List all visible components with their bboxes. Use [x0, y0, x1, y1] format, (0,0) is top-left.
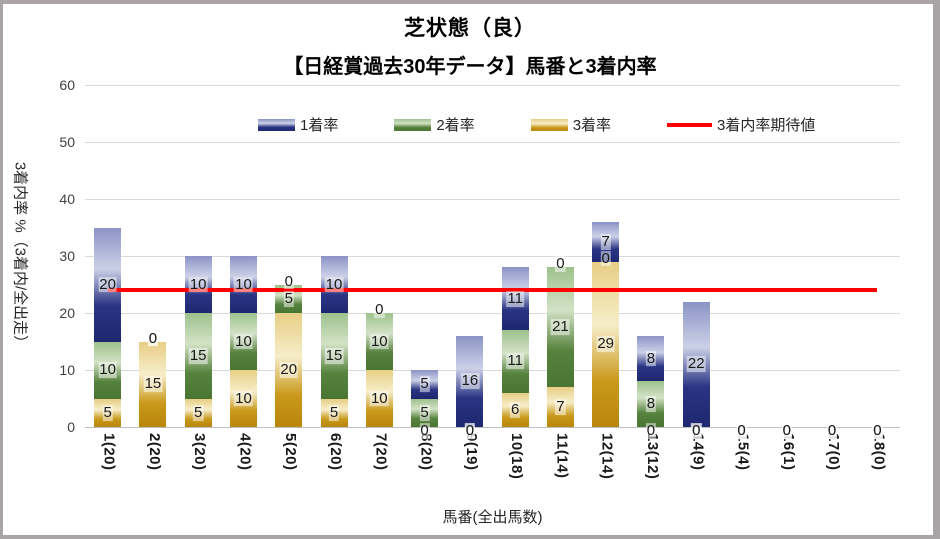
- x-tick-label: 7(20): [372, 433, 390, 471]
- window-border-right: [933, 0, 940, 539]
- data-label: 0: [872, 422, 883, 440]
- x-tick-label: 5(20): [281, 433, 299, 471]
- legend-label: 3着率: [572, 117, 612, 134]
- legend-item: 1着率: [258, 114, 338, 135]
- data-label: 0: [781, 422, 792, 440]
- data-label: 11: [506, 289, 524, 307]
- legend-label: 2着率: [436, 117, 475, 134]
- legend-item-line: 3着内率期待値: [667, 114, 815, 135]
- x-tick-label: 2(20): [145, 433, 163, 471]
- x-tick-label: 10(18): [508, 433, 526, 480]
- data-label: 0: [419, 422, 430, 440]
- y-tick-label: 60: [59, 77, 75, 93]
- x-tick-label: 3(20): [191, 433, 209, 471]
- x-tick-label: 14(9): [689, 433, 707, 471]
- x-tick-label: 17(0): [825, 433, 843, 471]
- data-label: 0: [736, 422, 747, 440]
- data-label: 16: [460, 372, 480, 390]
- data-label: 0: [826, 422, 838, 440]
- window-border-top: [0, 0, 940, 4]
- data-label: 5: [283, 289, 294, 307]
- gridline: [85, 313, 900, 314]
- data-label: 0: [555, 255, 566, 273]
- data-label: 0: [464, 422, 476, 440]
- data-label: 5: [193, 403, 204, 421]
- x-tick-label: 13(12): [643, 433, 661, 480]
- data-label: 15: [188, 346, 208, 364]
- x-tick-label: 4(20): [236, 433, 254, 471]
- data-label: 0: [600, 249, 611, 267]
- data-label: 8: [645, 349, 657, 367]
- y-tick-label: 20: [59, 305, 75, 321]
- data-label: 10: [98, 361, 117, 379]
- legend-swatch-3: [530, 118, 568, 131]
- y-axis-title-text: 3着内率 %（3着内/全出走）: [11, 161, 29, 351]
- y-tick-label: 40: [59, 191, 75, 207]
- data-label: 6: [509, 401, 521, 419]
- data-label: 5: [102, 403, 113, 421]
- gridline: [85, 370, 900, 371]
- data-label: 0: [691, 422, 702, 440]
- x-tick-label: 16(1): [779, 433, 797, 471]
- data-label: 11: [506, 352, 524, 370]
- data-label: 5: [419, 403, 430, 421]
- y-tick-label: 0: [67, 419, 75, 435]
- data-label: 10: [234, 389, 253, 407]
- legend-swatch-1: [258, 118, 295, 131]
- x-tick-label: 1(20): [100, 433, 118, 471]
- data-label: 5: [328, 403, 340, 421]
- data-label: 22: [686, 355, 706, 373]
- chart-title: 芝状態（良）: [404, 17, 536, 40]
- data-label: 15: [324, 346, 344, 364]
- y-tick-label: 50: [59, 134, 75, 150]
- window-border-bottom: [0, 535, 940, 539]
- x-tick-label: 12(14): [598, 433, 616, 480]
- window-border-left: [0, 0, 3, 539]
- expectation-line: [107, 288, 878, 293]
- legend-swatch-2: [394, 118, 432, 131]
- data-label: 15: [143, 375, 163, 393]
- data-label: 29: [596, 335, 616, 353]
- data-label: 7: [555, 398, 566, 416]
- y-tick-label: 30: [59, 248, 75, 264]
- data-label: 20: [279, 361, 299, 379]
- legend-label: 1着率: [300, 117, 339, 134]
- x-tick-label: 11(14): [553, 433, 571, 479]
- x-tick-label: 18(0): [870, 433, 888, 471]
- data-label: 10: [234, 275, 253, 293]
- chart-subtitle: 【日経賞過去30年データ】馬番と3着内率: [283, 56, 657, 78]
- x-axis-line: [85, 427, 900, 428]
- data-label: 0: [645, 422, 657, 440]
- legend-line-swatch: [667, 122, 713, 127]
- data-label: 20: [98, 275, 117, 293]
- x-tick-label: 6(20): [327, 433, 345, 471]
- legend-item: 2着率: [394, 114, 475, 135]
- data-label: 0: [147, 329, 159, 347]
- legend-item: 3着率: [530, 114, 612, 135]
- gridline: [85, 142, 900, 143]
- data-label: 0: [283, 272, 294, 290]
- y-tick-label: 10: [59, 362, 75, 378]
- x-axis-title: 馬番(全出馬数): [442, 509, 543, 526]
- legend-label: 3着内率期待値: [717, 117, 816, 134]
- data-label: 10: [188, 275, 208, 293]
- data-label: 0: [374, 301, 385, 319]
- data-label: 21: [551, 318, 570, 336]
- legend: 1着率 2着率 3着率 3着内率期待値: [258, 114, 815, 135]
- x-tick-label: 9(19): [462, 433, 480, 471]
- gridline: [85, 85, 900, 86]
- data-label: 7: [600, 232, 611, 250]
- data-label: 10: [324, 275, 344, 293]
- x-tick-label: 8(20): [417, 433, 435, 471]
- data-label: 5: [419, 375, 430, 393]
- data-label: 10: [369, 332, 389, 350]
- data-label: 10: [369, 389, 389, 407]
- x-tick-label: 15(4): [734, 433, 752, 471]
- gridline: [85, 256, 900, 257]
- data-label: 10: [234, 332, 253, 350]
- data-label: 8: [645, 395, 657, 413]
- gridline: [85, 199, 900, 200]
